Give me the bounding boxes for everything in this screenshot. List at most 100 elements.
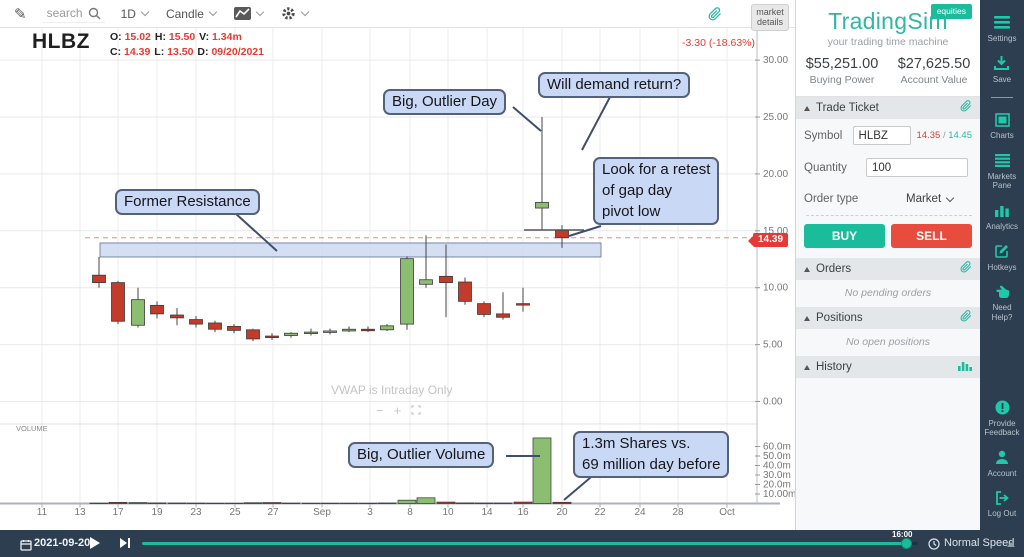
svg-text:10.00m: 10.00m (763, 489, 795, 500)
rail-item-markets-pane[interactable]: Markets Pane (982, 152, 1022, 191)
annotation-leader-lines (234, 96, 611, 501)
ticket-separator (806, 215, 972, 216)
replay-date[interactable]: 2021-09-20 (34, 537, 91, 549)
buying-power: $55,251.00 Buying Power (805, 56, 879, 86)
annotation-will-demand-return: Will demand return? (538, 72, 691, 98)
rail-item-settings[interactable]: Settings (988, 14, 1016, 44)
svg-text:0.00: 0.00 (763, 397, 783, 408)
rail-item-charts[interactable]: Charts (990, 111, 1014, 141)
annotation-retest-gap-day: Look for a retest of gap day pivot low (593, 157, 720, 225)
gear-icon (282, 7, 295, 20)
chart-type-dropdown[interactable]: Candle (166, 7, 218, 21)
brand-logo: TradingSim (828, 8, 948, 34)
buy-button[interactable]: BUY (804, 224, 885, 248)
collapse-caret-icon (804, 315, 810, 321)
chart-settings-dropdown[interactable] (281, 6, 310, 21)
replay-progress-fill (142, 542, 907, 545)
draw-tool-icon[interactable]: ✎ (14, 5, 27, 23)
quantity-row: Quantity (796, 151, 980, 183)
annotation-big-outlier-volume: Big, Outlier Volume (348, 442, 495, 468)
annotation-shares-comparison: 1.3m Shares vs. 69 million day before (573, 431, 730, 478)
chart-zoom-controls: − + (376, 403, 421, 418)
chevron-down-icon (208, 7, 218, 17)
daily-change-label: -3.30 (-18.63%) (682, 37, 755, 49)
svg-text:16: 16 (517, 507, 529, 518)
chevron-down-icon (255, 7, 265, 17)
svg-text:11: 11 (37, 507, 48, 518)
rail-item-save[interactable]: Save (993, 55, 1011, 85)
hotkeys-icon (995, 243, 1009, 260)
brand-tagline: your trading time machine (796, 35, 980, 56)
rail-item-log-out[interactable]: Log Out (988, 489, 1016, 519)
zoom-in-icon[interactable]: + (393, 403, 402, 418)
replay-progress-handle[interactable] (901, 538, 912, 549)
speed-dropdown[interactable]: Normal Speed (944, 537, 1015, 549)
sell-button[interactable]: SELL (891, 224, 972, 248)
bid-ask-quote: 14.35 / 14.45 (916, 130, 972, 141)
help-icon (995, 283, 1010, 300)
rail-item-hotkeys[interactable]: Hotkeys (988, 243, 1016, 273)
history-header[interactable]: History (796, 356, 980, 378)
svg-text:20: 20 (556, 507, 568, 518)
indicators-dropdown[interactable] (233, 7, 265, 20)
rail-item-account[interactable]: Account (988, 449, 1016, 479)
account-icon (995, 449, 1009, 466)
paperclip-icon[interactable] (960, 99, 972, 117)
svg-text:3: 3 (367, 507, 373, 518)
rail-item-label: Need Help? (991, 303, 1013, 322)
rail-divider (991, 97, 1013, 99)
svg-text:5.00: 5.00 (763, 340, 783, 351)
market-details-button[interactable]: market details (751, 4, 789, 31)
expand-icon[interactable] (411, 403, 421, 418)
search-icon (88, 7, 101, 19)
brand-row: TradingSim equities (796, 0, 980, 35)
vwap-note: VWAP is Intraday Only (331, 383, 453, 397)
orders-header[interactable]: Orders (796, 258, 980, 280)
play-button[interactable] (90, 537, 100, 549)
no-open-positions-note: No open positions (845, 336, 931, 348)
trade-ticket-header[interactable]: Trade Ticket (796, 97, 980, 119)
positions-header[interactable]: Positions (796, 307, 980, 329)
rail-item-label: Provide Feedback (984, 418, 1020, 438)
collapse-caret-icon (804, 105, 810, 111)
replay-progress-track[interactable] (142, 542, 918, 545)
rail-item-analytics[interactable]: Analytics (986, 202, 1018, 232)
trading-panel: TradingSim equities your trading time ma… (795, 0, 980, 530)
symbol-input[interactable] (852, 126, 911, 145)
svg-text:Oct: Oct (719, 507, 735, 518)
order-type-dropdown[interactable]: Market (906, 193, 955, 205)
svg-text:50.0m: 50.0m (763, 451, 791, 462)
search-label: search (46, 6, 83, 20)
skip-forward-button[interactable] (120, 537, 130, 549)
rail-item-provide-feedback[interactable]: Provide Feedback (982, 399, 1022, 438)
zoom-out-icon[interactable]: − (376, 403, 384, 418)
svg-text:24: 24 (634, 507, 646, 518)
paperclip-icon[interactable] (960, 309, 972, 327)
account-value: $27,625.50 Account Value (897, 56, 971, 86)
svg-text:15.00: 15.00 (763, 226, 788, 237)
svg-text:27: 27 (267, 507, 279, 518)
menu-icon (994, 14, 1010, 31)
symbol-search-input[interactable]: search (42, 4, 105, 23)
symbol-header: HLBZ O: 15.02 H: 15.50 V: 1.34m C: 14.39 L:… (32, 30, 268, 60)
svg-text:14: 14 (481, 507, 493, 518)
svg-text:19: 19 (151, 507, 163, 518)
charts-icon (994, 111, 1010, 128)
timeframe-dropdown[interactable]: 1D (121, 7, 150, 21)
calendar-icon[interactable] (20, 538, 32, 556)
rail-item-need-help[interactable]: Need Help? (982, 283, 1022, 322)
chart-toolbar: ✎ search 1D Candle (0, 0, 795, 28)
svg-text:40.0m: 40.0m (763, 461, 791, 472)
logout-icon (995, 489, 1010, 506)
paperclip-icon[interactable] (960, 260, 972, 278)
svg-text:25.00: 25.00 (763, 112, 788, 123)
svg-text:30.00: 30.00 (763, 55, 788, 66)
resistance-zone (99, 242, 602, 258)
order-type-row: Order type Market (796, 183, 980, 213)
svg-text:25: 25 (229, 507, 241, 518)
paperclip-icon[interactable] (708, 7, 722, 26)
svg-text:10.00: 10.00 (763, 283, 788, 294)
ohlc-line-1: O: 15.02 H: 15.50 V: 1.34m (110, 31, 242, 43)
right-icon-rail: Settings Save Charts Markets Pane Analytics H… (980, 0, 1024, 530)
quantity-input[interactable] (866, 158, 968, 177)
